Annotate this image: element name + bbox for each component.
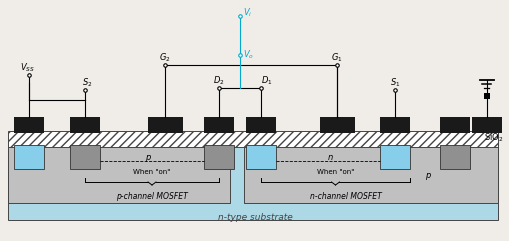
- Bar: [8, 145, 497, 220]
- Text: $V_i$: $V_i$: [242, 7, 252, 19]
- Bar: [379, 117, 409, 133]
- Text: p-channel MOSFET: p-channel MOSFET: [116, 192, 187, 201]
- Bar: [245, 117, 275, 133]
- Bar: [319, 117, 354, 133]
- Text: n+: n+: [24, 154, 34, 160]
- Bar: [243, 145, 497, 203]
- Text: $G_1$: $G_1$: [330, 52, 342, 64]
- Text: n+: n+: [256, 154, 266, 160]
- Text: $D_2$: $D_2$: [213, 74, 224, 87]
- Text: n: n: [327, 153, 332, 161]
- Bar: [8, 131, 497, 147]
- Text: $V_o$: $V_o$: [242, 49, 253, 61]
- Bar: [204, 145, 234, 169]
- Text: p+: p+: [213, 154, 224, 160]
- Text: n-channel MOSFET: n-channel MOSFET: [309, 192, 381, 201]
- Bar: [439, 117, 469, 133]
- Text: p: p: [145, 153, 150, 161]
- Text: n+: n+: [389, 154, 400, 160]
- Bar: [379, 145, 409, 169]
- Text: p+: p+: [79, 154, 90, 160]
- Bar: [483, 93, 489, 99]
- Bar: [471, 117, 501, 133]
- Text: p: p: [424, 172, 430, 181]
- Bar: [14, 145, 44, 169]
- Text: $G_2$: $G_2$: [159, 52, 171, 64]
- Text: n-type substrate: n-type substrate: [217, 214, 292, 222]
- Bar: [70, 145, 100, 169]
- Text: When "on": When "on": [316, 169, 353, 175]
- Bar: [245, 145, 275, 169]
- Text: p+: p+: [449, 154, 459, 160]
- Text: SiO$_2$: SiO$_2$: [483, 132, 502, 144]
- Bar: [204, 117, 234, 133]
- Text: $D_1$: $D_1$: [261, 74, 272, 87]
- Bar: [8, 145, 230, 203]
- Text: $V_{SS}$: $V_{SS}$: [19, 61, 35, 74]
- Bar: [148, 117, 183, 133]
- Text: When "on": When "on": [133, 169, 171, 175]
- Bar: [70, 117, 100, 133]
- Text: $S_1$: $S_1$: [389, 76, 400, 89]
- Bar: [439, 145, 469, 169]
- Text: $S_2$: $S_2$: [81, 76, 92, 89]
- Bar: [14, 117, 44, 133]
